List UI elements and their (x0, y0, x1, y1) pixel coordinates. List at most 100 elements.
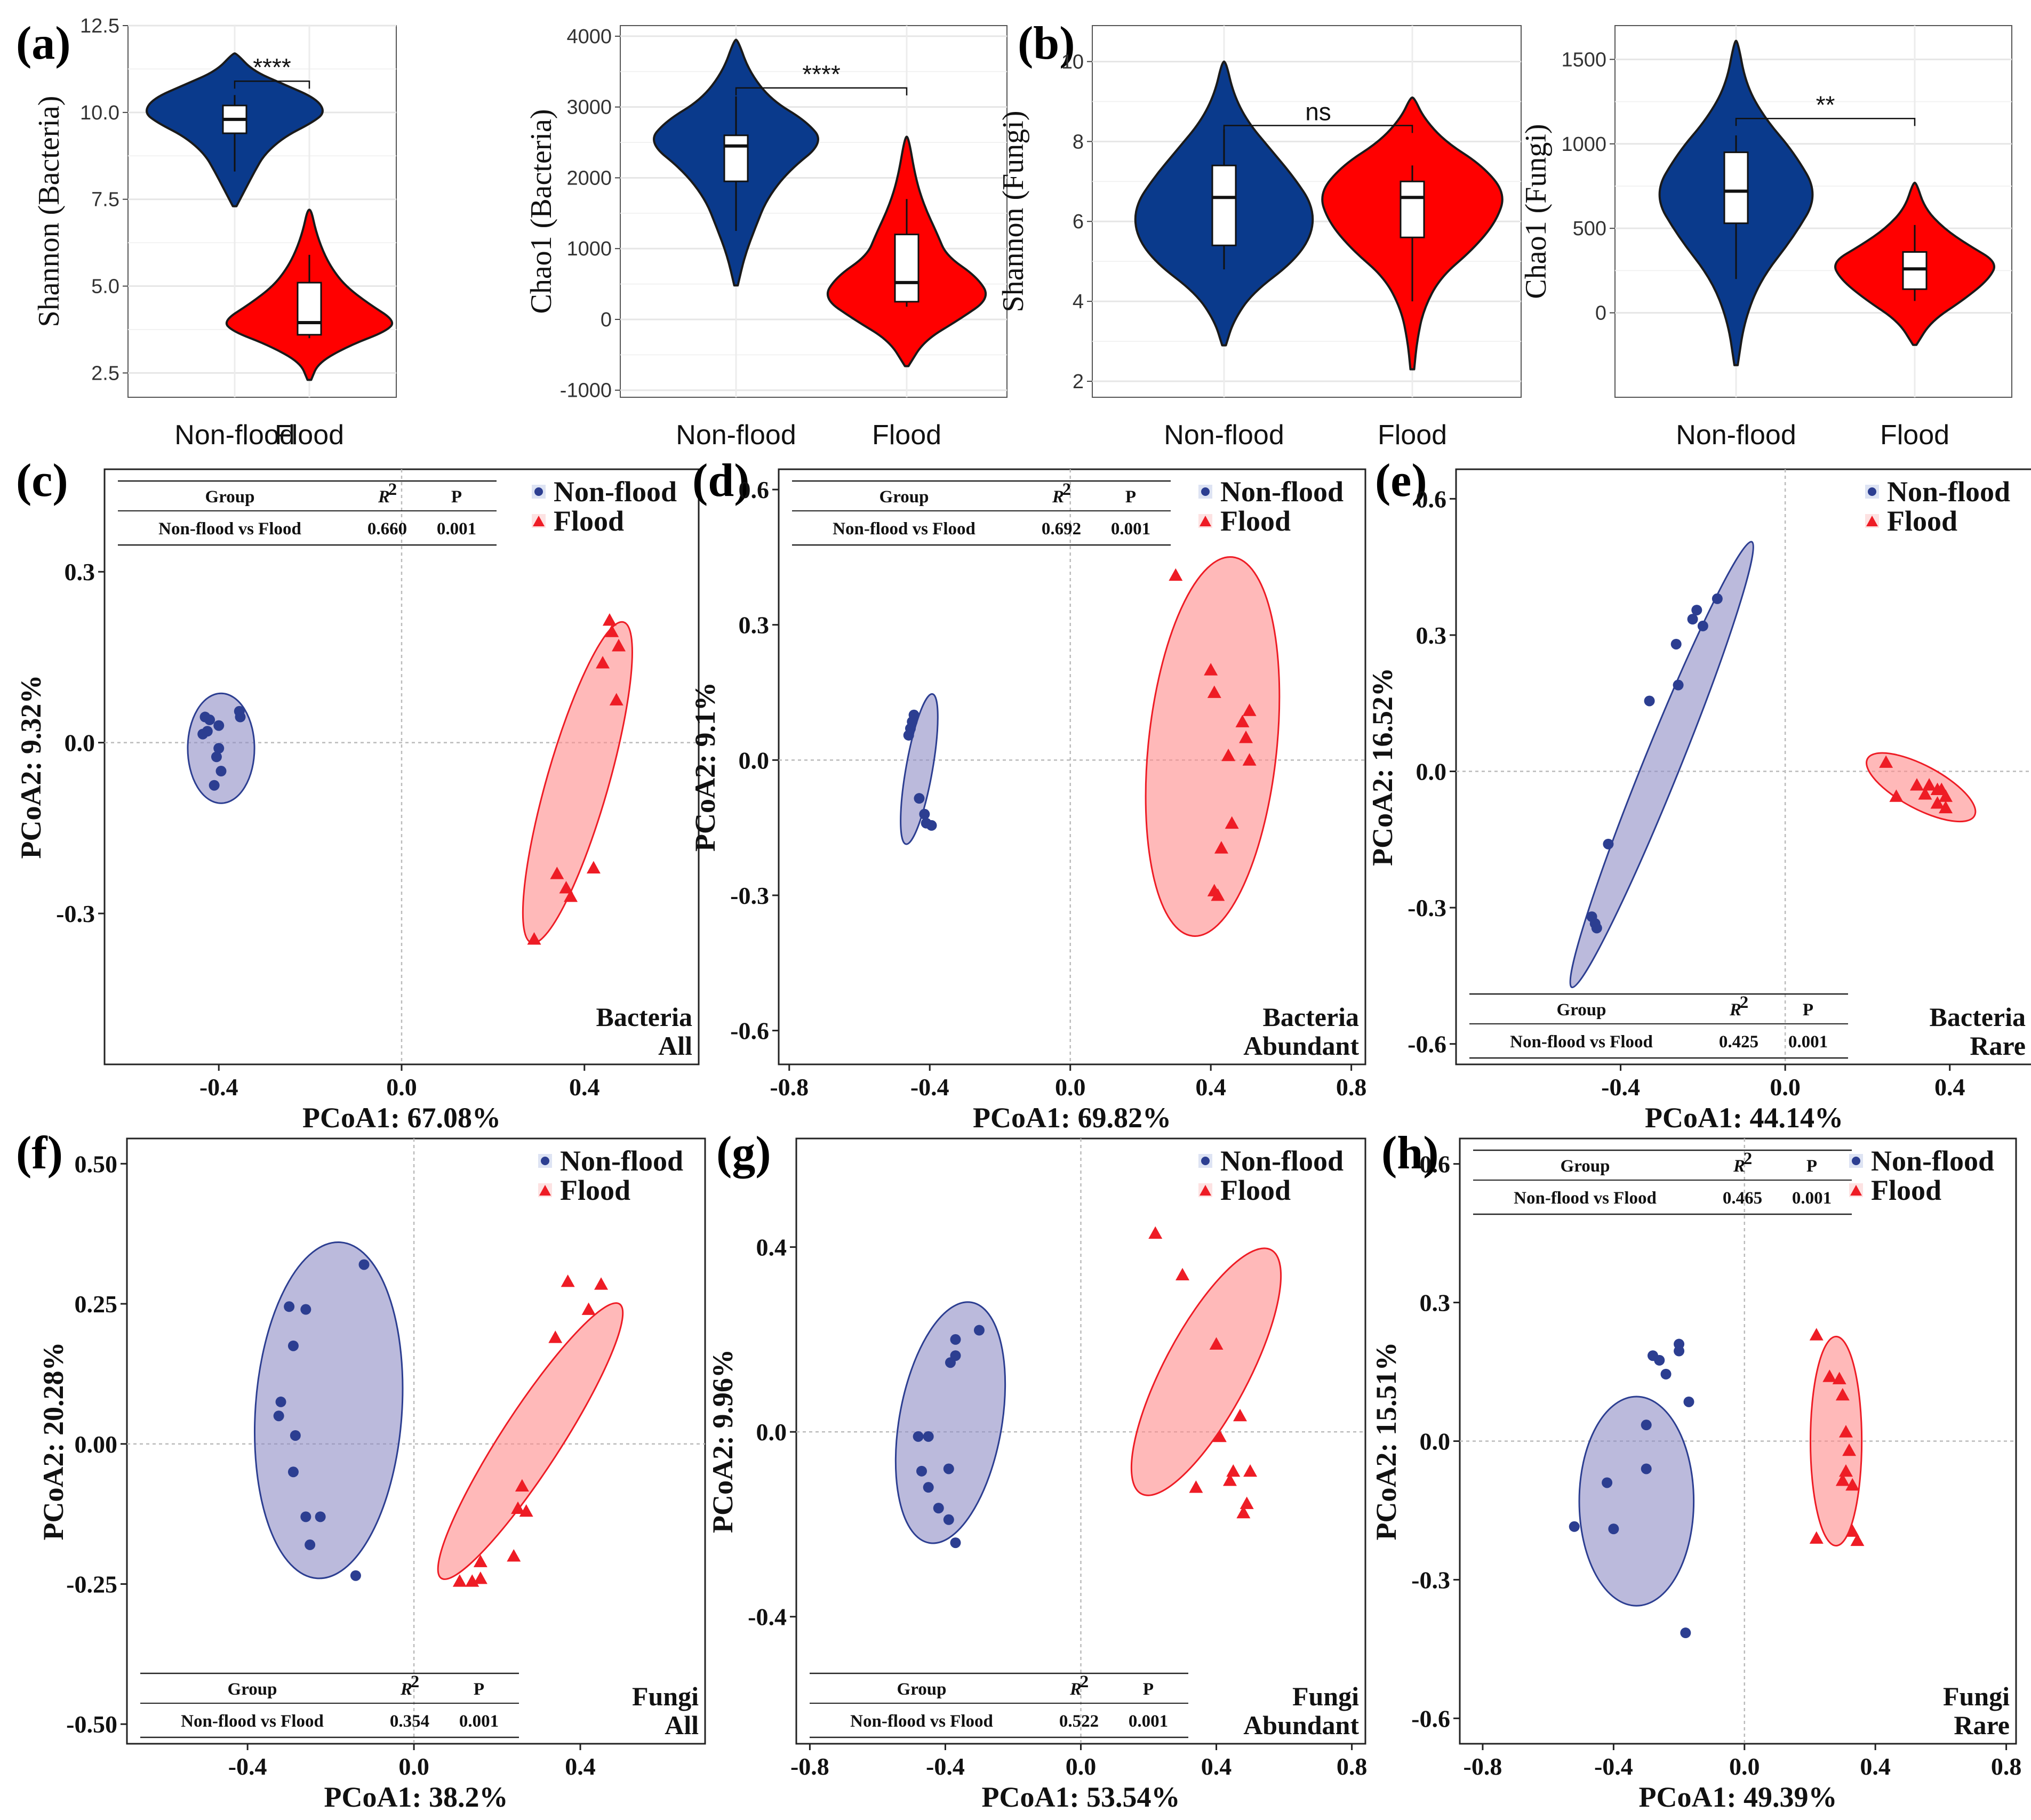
legend-non-flood-marker (1201, 1157, 1210, 1165)
point-flood (1889, 789, 1904, 802)
legend-non-flood-marker (541, 1157, 549, 1165)
point-flood (1209, 1337, 1224, 1350)
legend-flood-marker (1200, 516, 1211, 526)
y-tick-label: 500 (1573, 218, 1606, 240)
table-header-r2: R (378, 487, 390, 507)
x-category-label: Flood (1880, 420, 1949, 451)
point-non-flood (1603, 838, 1614, 849)
y-axis-title: PCoA2: 9.1% (689, 682, 721, 852)
point-flood (452, 1574, 467, 1587)
point-flood (581, 1302, 596, 1315)
legend-flood-marker (1866, 516, 1878, 526)
point-flood (1226, 1464, 1241, 1477)
point-non-flood (919, 808, 930, 820)
point-non-flood (1602, 1477, 1613, 1488)
point-non-flood (1670, 638, 1682, 650)
y-axis-title: Chao1 (Fungi) (1520, 124, 1553, 299)
corner-label-kingdom: Bacteria (1263, 1002, 1359, 1032)
y-tick-label: 12.5 (80, 15, 119, 37)
table-header-group: Group (1561, 1157, 1610, 1176)
confidence-ellipse-flood (1130, 1247, 1282, 1496)
point-non-flood (1608, 1524, 1619, 1535)
point-flood (527, 932, 541, 945)
point-flood (1221, 748, 1236, 761)
table-header-group: Group (205, 487, 255, 507)
point-flood (564, 889, 578, 902)
legend-flood-label: Flood (1220, 505, 1291, 537)
box (1902, 251, 1928, 290)
legend-flood-marker (1850, 1185, 1862, 1196)
y-tick-label: 0.3 (65, 558, 95, 586)
point-non-flood (1680, 1627, 1691, 1639)
point-flood (507, 1549, 521, 1562)
point-non-flood (1712, 593, 1723, 604)
point-flood (1838, 1425, 1853, 1438)
legend-non-flood-marker (1201, 487, 1210, 496)
y-axis-title: Shannon (Fungi) (997, 111, 1030, 312)
table-cell-r2: 0.425 (1719, 1032, 1758, 1052)
point-flood (586, 861, 601, 873)
y-tick-label: 1500 (1561, 49, 1606, 71)
point-flood (1176, 1268, 1190, 1280)
y-tick-label: 2.5 (91, 362, 119, 384)
legend-flood-marker (533, 516, 545, 526)
point-flood (1148, 1226, 1163, 1239)
confidence-ellipse-flood (1809, 1335, 1863, 1547)
table-cell-p: 0.001 (1129, 1712, 1168, 1731)
y-tick-label: 0.0 (756, 1418, 787, 1446)
plot-area (126, 1137, 706, 1745)
point-non-flood (945, 1357, 956, 1368)
point-non-flood (923, 1431, 934, 1442)
point-flood (1835, 1473, 1850, 1486)
point-non-flood (973, 1325, 985, 1336)
y-tick-label: -0.6 (730, 1017, 769, 1045)
table-header-r2-superscript: 2 (1740, 993, 1749, 1012)
x-tick-label: 0.4 (1195, 1073, 1226, 1101)
confidence-ellipse-non-flood (894, 1301, 1006, 1544)
significance-label: **** (802, 60, 841, 88)
point-flood (1214, 841, 1228, 854)
point-flood (1239, 731, 1253, 743)
point-non-flood (916, 1465, 927, 1477)
x-tick-label: 0.0 (1055, 1073, 1086, 1101)
x-tick-label: -0.8 (770, 1073, 809, 1101)
y-tick-label: 5.0 (91, 276, 119, 298)
point-non-flood (213, 720, 225, 731)
y-tick-label: -0.3 (1411, 1566, 1450, 1593)
legend-non-flood-label: Non-flood (554, 476, 677, 508)
point-non-flood (1673, 679, 1684, 691)
corner-label-subset: Abundant (1243, 1710, 1359, 1740)
y-tick-label: 0.3 (1416, 622, 1447, 649)
x-tick-label: -0.8 (790, 1753, 829, 1780)
table-header-r2: R (1729, 1000, 1741, 1020)
y-tick-label: 0.3 (1420, 1289, 1451, 1317)
point-non-flood (209, 780, 220, 791)
table-header-r2-superscript: 2 (411, 1672, 420, 1691)
x-tick-label: -0.4 (199, 1073, 238, 1101)
point-non-flood (1641, 1420, 1652, 1431)
table-header-p: P (474, 1680, 484, 1699)
table-header-group: Group (897, 1680, 947, 1699)
point-non-flood (204, 714, 215, 725)
point-flood (1236, 1505, 1251, 1519)
point-non-flood (923, 1482, 934, 1493)
point-flood (1207, 685, 1221, 698)
y-axis-title: Chao1 (Bacteria) (525, 109, 558, 314)
table-cell-group: Non-flood vs Flood (1510, 1032, 1653, 1052)
table-header-p: P (451, 487, 462, 507)
point-non-flood (1569, 1521, 1580, 1532)
box (1211, 164, 1237, 246)
point-non-flood (950, 1537, 961, 1549)
corner-label-kingdom: Fungi (632, 1681, 699, 1711)
y-axis-title: PCoA2: 9.32% (15, 675, 47, 859)
y-tick-label: 10.0 (80, 102, 119, 124)
table-cell-p: 0.001 (1788, 1032, 1828, 1052)
table-header-p: P (1806, 1157, 1817, 1176)
point-non-flood (1697, 620, 1708, 631)
point-non-flood (358, 1259, 370, 1270)
table-header-p: P (1125, 487, 1136, 507)
x-axis-title: PCoA1: 38.2% (324, 1781, 508, 1813)
panel-label: (h) (1381, 1127, 1439, 1179)
